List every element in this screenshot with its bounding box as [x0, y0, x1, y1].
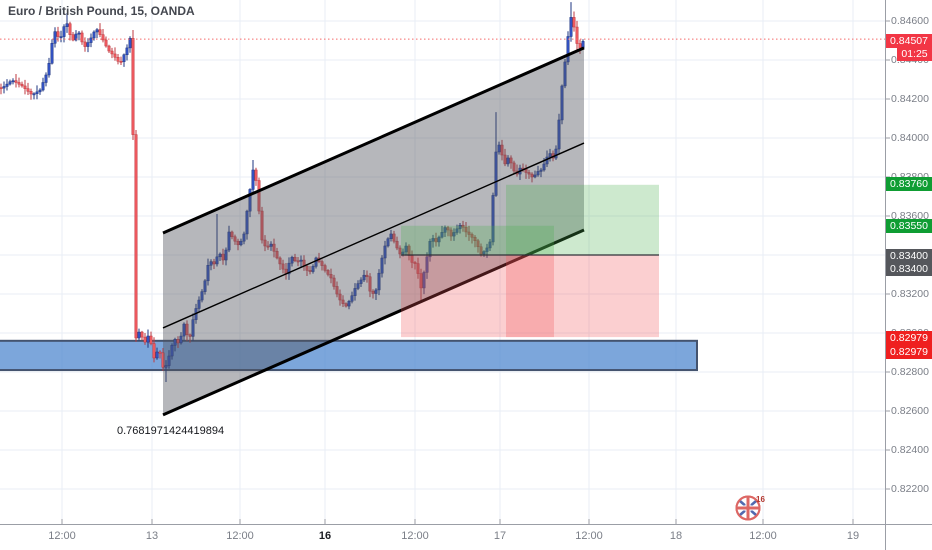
price-axis-label: 0.82400	[891, 443, 929, 456]
time-axis-label: 12:00	[575, 530, 603, 542]
price-axis-label: 0.82800	[891, 365, 929, 378]
event-count-badge: 16	[756, 495, 765, 504]
time-axis-label: 12:00	[401, 530, 429, 542]
target-a-price-badge: 0.83550	[886, 219, 932, 233]
symbol-title: Euro / British Pound, 15, OANDA	[8, 4, 195, 18]
economic-event-icon[interactable]: 16	[735, 495, 769, 527]
price-axis-label: 0.83200	[891, 287, 929, 300]
channel-value-label: 0.7681971424419894	[117, 425, 225, 437]
time-axis-label: 18	[669, 530, 683, 542]
price-axis-label: 0.82200	[891, 482, 929, 495]
time-axis-label: 16	[318, 530, 332, 542]
price-axis-label: 0.83600	[891, 209, 929, 222]
bar-countdown-badge: 01:25	[897, 47, 932, 61]
price-axis-label: 0.84600	[891, 14, 929, 27]
time-axis-label: 17	[493, 530, 507, 542]
time-axis-label: 13	[145, 530, 159, 542]
time-axis-label: 19	[846, 530, 860, 542]
uk-flag-roundel-icon	[735, 495, 761, 521]
time-axis-label: 12:00	[749, 530, 777, 542]
price-axis-label: 0.84200	[891, 92, 929, 105]
time-axis-label: 12:00	[226, 530, 254, 542]
stop-a-price-badge: 0.82979	[886, 331, 932, 345]
entry-a-price-badge: 0.83400	[886, 249, 932, 263]
price-axis-label: 0.82600	[891, 404, 929, 417]
price-axis-label: 0.84000	[891, 131, 929, 144]
stop-b-price-badge: 0.82979	[886, 345, 932, 359]
target-b-price-badge: 0.83760	[886, 177, 932, 191]
current-price-badge: 0.84507	[886, 34, 932, 48]
entry-b-price-badge: 0.83400	[886, 262, 932, 276]
time-axis-label: 12:00	[48, 530, 76, 542]
